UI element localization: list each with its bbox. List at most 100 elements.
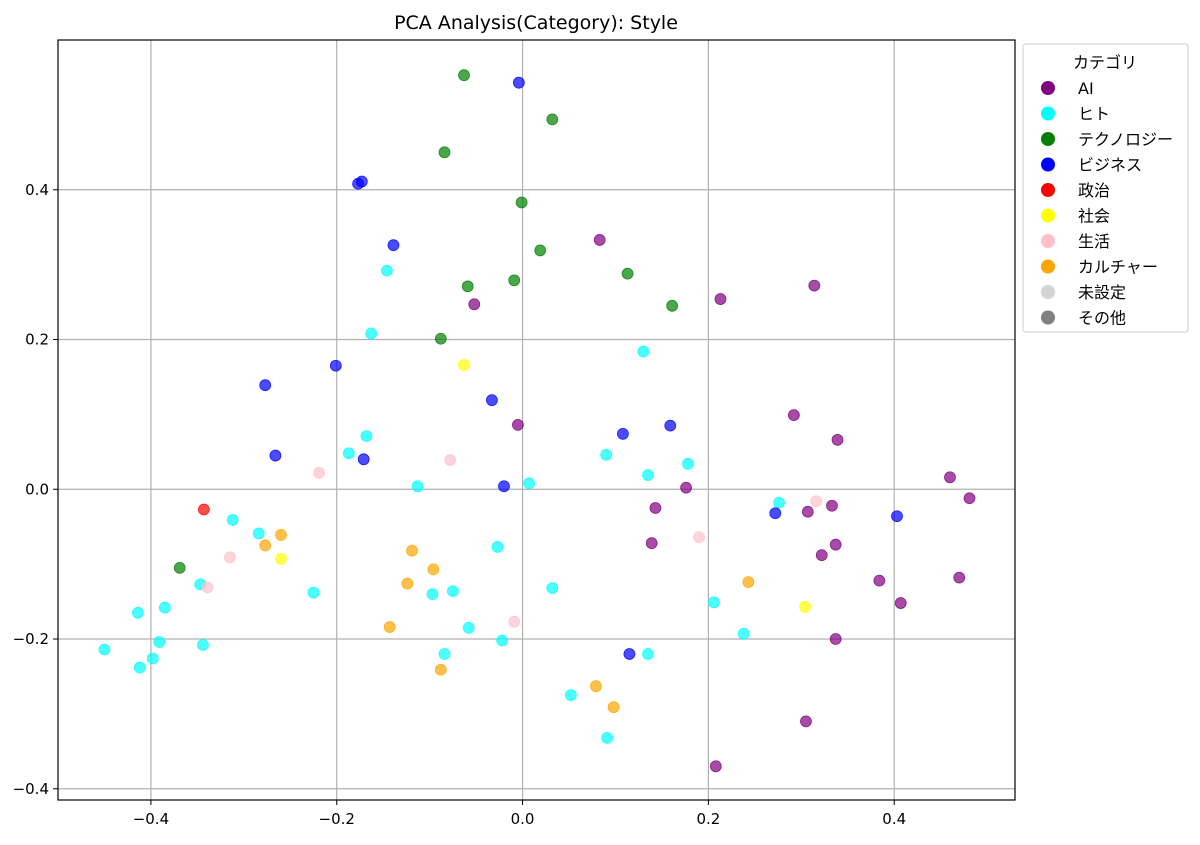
plot-frame <box>57 39 1016 801</box>
data-point <box>352 177 365 190</box>
data-point <box>197 639 209 651</box>
data-point <box>642 648 654 660</box>
data-point <box>800 715 812 728</box>
data-point <box>252 527 265 540</box>
data-point <box>894 597 907 609</box>
data-point <box>434 663 447 676</box>
data-point <box>365 327 378 340</box>
data-point <box>275 552 287 565</box>
data-point <box>508 615 521 628</box>
data-point <box>607 701 620 714</box>
data-point <box>508 274 521 287</box>
legend-marker <box>1041 157 1055 172</box>
data-point <box>438 146 451 159</box>
data-point <box>808 279 821 292</box>
data-point <box>461 280 474 293</box>
data-point <box>411 480 424 493</box>
data-point <box>132 606 144 619</box>
data-point <box>564 689 577 702</box>
legend-label: AI <box>1078 79 1094 98</box>
y-tick-label: 0.4 <box>25 181 49 199</box>
x-tick-label: 0.2 <box>696 810 720 828</box>
data-point <box>427 563 440 576</box>
data-point <box>769 507 782 520</box>
x-tick-label: 0.0 <box>511 810 535 828</box>
data-point <box>682 457 694 470</box>
data-point <box>645 537 658 550</box>
grid-lines <box>58 40 1015 800</box>
data-point <box>462 621 475 634</box>
legend-label: 政治 <box>1078 181 1110 200</box>
data-point <box>173 561 186 574</box>
data-point <box>826 499 838 512</box>
data-point <box>153 636 166 648</box>
data-point <box>799 600 811 613</box>
legend-label: カルチャー <box>1078 258 1158 277</box>
data-point <box>709 760 722 773</box>
y-tick-label: 0.0 <box>25 480 49 498</box>
data-point <box>708 596 720 609</box>
data-point <box>468 298 481 311</box>
legend-title: カテゴリ <box>1073 53 1137 72</box>
y-tick-label: 0.2 <box>25 331 49 349</box>
data-point <box>458 69 470 82</box>
data-point <box>944 471 956 484</box>
legend-label: ヒト <box>1078 105 1110 124</box>
data-point <box>534 244 547 257</box>
data-point <box>496 634 509 647</box>
data-point <box>642 469 654 481</box>
data-point <box>773 496 785 509</box>
data-point <box>829 633 842 645</box>
data-point <box>590 680 602 693</box>
legend-frame <box>1022 43 1189 333</box>
data-point <box>714 293 727 305</box>
legend-label: 未設定 <box>1078 283 1126 302</box>
data-point <box>963 492 976 505</box>
data-point <box>98 643 111 656</box>
data-point <box>342 447 355 460</box>
legend-marker <box>1041 259 1055 274</box>
data-point <box>512 418 524 431</box>
data-point <box>810 495 823 508</box>
data-point <box>275 529 287 541</box>
legend-label: 生活 <box>1078 232 1110 251</box>
data-point <box>664 419 677 432</box>
y-tick-label: −0.2 <box>13 630 49 648</box>
legend-label: テクノロジー <box>1078 130 1173 149</box>
data-point <box>829 538 842 551</box>
data-point <box>666 299 679 312</box>
legend-marker <box>1041 208 1055 223</box>
legend-marker <box>1041 132 1055 146</box>
legend-marker <box>1041 81 1055 95</box>
data-point <box>197 503 210 516</box>
legend-label: その他 <box>1078 309 1126 328</box>
legend-marker <box>1041 183 1055 197</box>
data-point <box>406 544 418 557</box>
data-point <box>649 502 662 514</box>
data-point <box>600 448 613 461</box>
data-point <box>953 571 966 584</box>
data-point <box>387 239 400 252</box>
data-point <box>815 549 828 562</box>
data-point <box>381 264 393 277</box>
data-point <box>357 453 370 466</box>
data-point <box>226 514 239 526</box>
data-point <box>498 480 510 493</box>
y-tick-label: −0.4 <box>13 780 49 798</box>
data-point <box>486 394 498 407</box>
data-point <box>617 427 629 440</box>
data-point <box>401 577 414 590</box>
data-point <box>491 541 504 553</box>
data-point <box>891 510 903 523</box>
data-point <box>434 332 447 345</box>
data-point <box>329 359 342 372</box>
data-point <box>383 621 396 633</box>
chart-title: PCA Analysis(Category): Style <box>394 12 678 34</box>
data-points <box>98 69 976 773</box>
data-point <box>515 196 528 209</box>
data-point <box>307 586 320 599</box>
data-point <box>201 581 214 594</box>
